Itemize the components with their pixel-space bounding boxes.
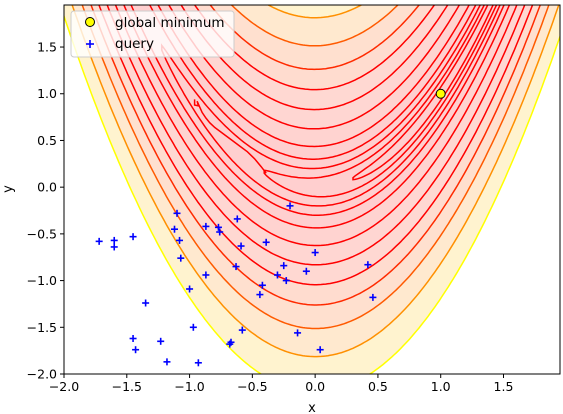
x-tick-label: −1.0 [174,379,204,394]
legend-label-query: query [115,36,154,52]
query-point [110,243,118,251]
legend-label-global-minimum: global minimum [115,15,225,31]
contour-line [71,5,560,358]
query-point [176,236,184,244]
legend-marker-global-minimum [85,17,95,27]
query-point [282,277,290,285]
query-point [227,338,235,346]
query-point [256,291,264,299]
x-tick-label: 1.5 [494,379,514,394]
query-point [258,281,266,289]
query-point [316,346,324,354]
contour-line [123,5,511,229]
query-point [132,346,140,354]
x-tick-label: −0.5 [237,379,267,394]
legend-marker-query [86,40,94,48]
query-point [214,223,222,231]
x-tick-label: 0.0 [305,379,325,394]
query-point [238,326,246,334]
contour-line [352,5,494,181]
query-point [273,271,281,279]
query-point [189,323,197,331]
query-point [129,335,137,343]
query-point [216,228,224,236]
contour-band [161,5,501,206]
contour-line [114,5,518,247]
query-point [286,202,294,210]
x-tick-label: 1.0 [431,379,451,394]
legend-box [70,10,235,58]
query-point [177,254,185,262]
plot-frame [63,4,561,375]
y-tick-label: −1.5 [27,320,57,335]
descent-path-line [193,99,267,174]
y-axis: −2.0 −1.5 −1.0 −0.5 0.0 0.5 1.0 1.5 [27,40,64,382]
contour-line [263,5,498,198]
query-point [237,242,245,250]
query-point [95,237,103,245]
contour-line [106,5,526,266]
contour-line [81,5,550,330]
query-point [311,249,319,257]
contour-line [130,5,505,216]
query-point [369,293,377,301]
query-point [110,236,118,244]
y-tick-label: −1.0 [27,273,57,288]
contour-line [64,13,560,374]
query-point [364,261,372,269]
query-point [202,271,210,279]
query-point [194,359,202,367]
query-point [302,267,310,275]
y-tick-label: 0.0 [37,180,57,195]
query-point [233,215,241,223]
query-point [129,233,137,241]
query-point [202,222,210,230]
x-axis-label: x [308,401,316,414]
query-point [232,263,240,271]
y-tick-label: 1.5 [37,40,57,55]
query-point [294,329,302,337]
contour-line [161,5,501,207]
query-point [186,285,194,293]
y-tick-label: 1.0 [37,86,57,101]
x-tick-label: 0.5 [368,379,388,394]
y-tick-label: −0.5 [27,226,57,241]
query-point [157,337,165,345]
plot-area [63,4,561,375]
x-axis: −2.0 −1.5 −1.0 −0.5 0.0 0.5 1.0 1.5 [49,374,514,394]
query-point [163,358,171,366]
x-tick-label: −1.5 [112,379,142,394]
legend: global minimum query [70,10,235,58]
y-tick-label: −2.0 [27,367,57,382]
x-tick-label: −2.0 [49,379,79,394]
series-layer [95,88,446,367]
query-point [142,299,150,307]
y-tick-label: 0.5 [37,133,57,148]
query-point [262,238,270,246]
query-point [173,209,181,217]
query-point [280,262,288,270]
global-minimum-point [435,88,446,99]
query-point [171,225,179,233]
y-axis-label: y [1,185,16,193]
